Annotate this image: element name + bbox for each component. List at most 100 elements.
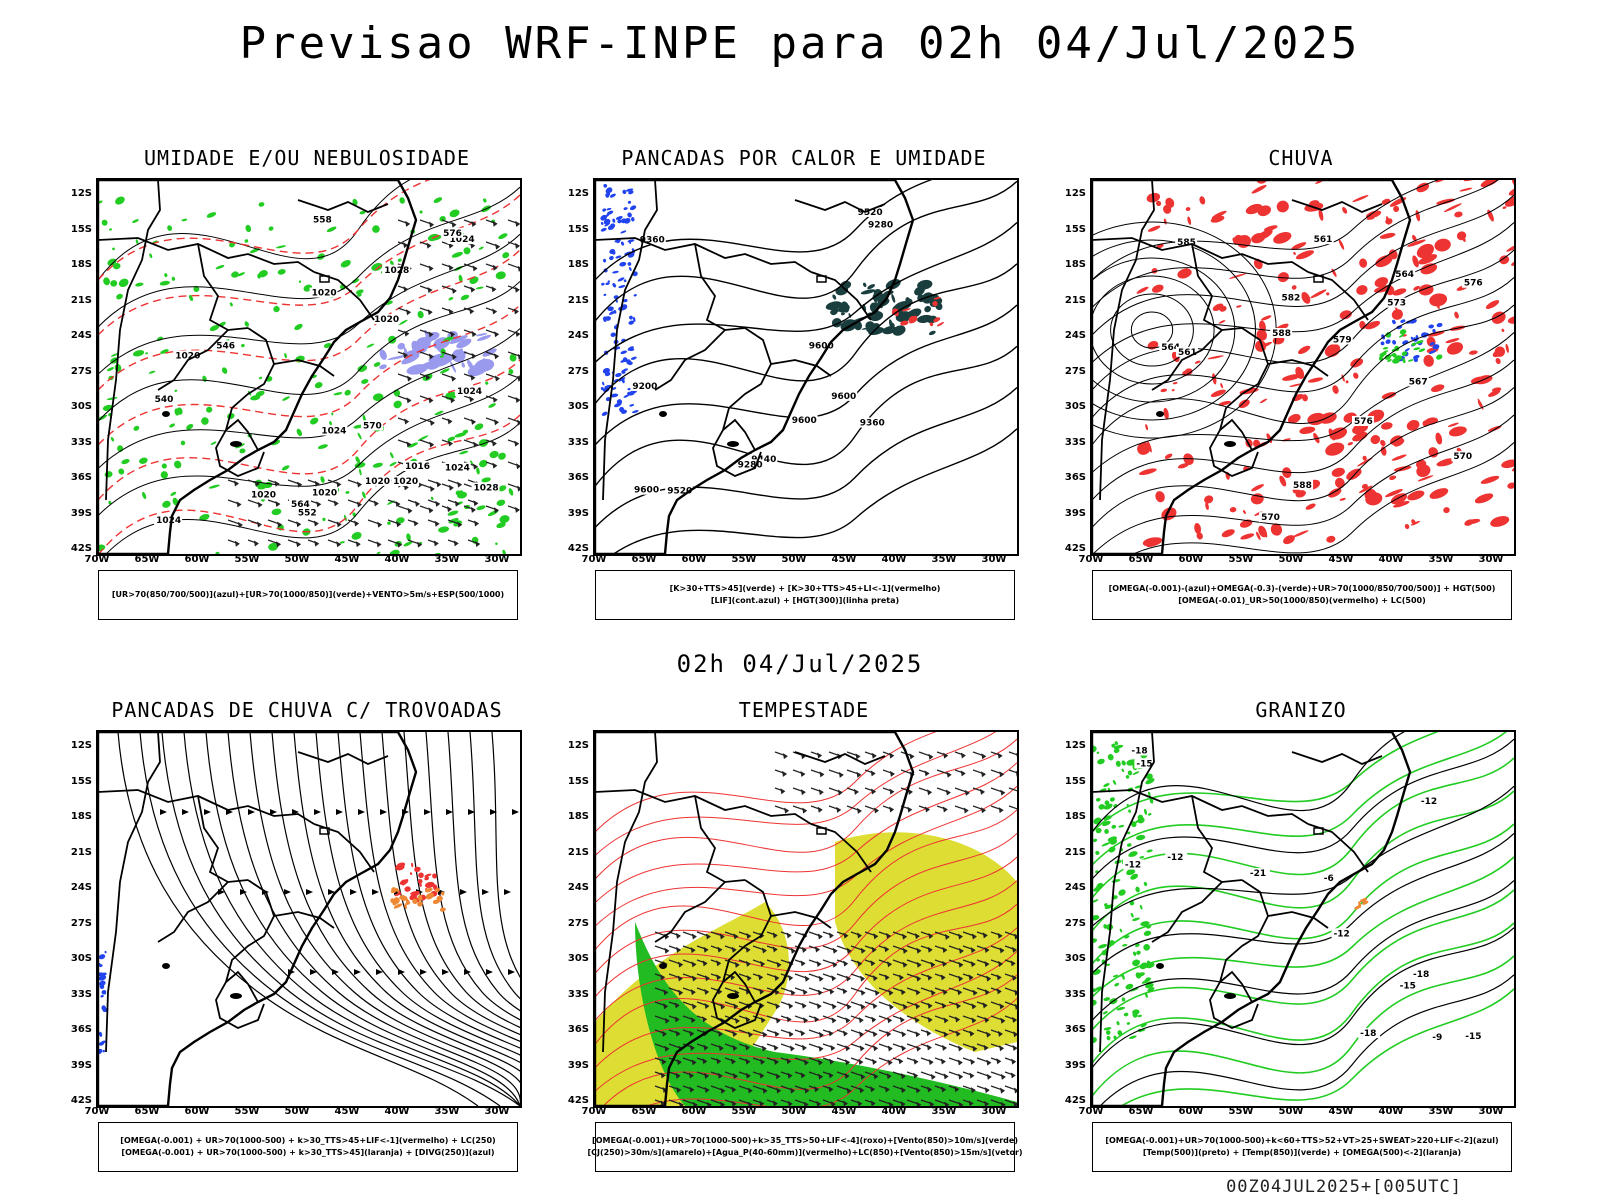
latitude-tick-label: 12S — [70, 740, 92, 751]
longitude-tick-label: 30W — [981, 1106, 1007, 1117]
legend-line: [Temp(500)](preto) + [Temp(850)](verde) … — [1142, 1148, 1462, 1157]
legend-line: [CJ(250)>30m/s](amarelo)+[Agua_P(40-60mm… — [587, 1148, 1023, 1157]
legend-line: [OMEGA(-0.001)-(azul)+OMEGA(-0.3)-(verde… — [1108, 584, 1496, 593]
longitude-tick-label: 40W — [384, 1106, 410, 1117]
mid-level-humidity-area — [379, 329, 497, 377]
map-canvas-umidade: 1016102010201020102410241024102810281024… — [98, 180, 520, 554]
contour-label: 1020 — [251, 490, 276, 500]
legend-umidade: [UR>70(850/700/500)](azul)+[UR>70(1000/8… — [98, 570, 518, 620]
contour-label: -15 — [1136, 759, 1152, 769]
latitude-tick-label: 33S — [70, 988, 92, 1000]
latitude-tick-label: 24S — [567, 882, 589, 893]
latitude-tick-label: 42S — [567, 1095, 589, 1106]
latitude-tick-label: 39S — [70, 507, 92, 519]
contour-label: 9440 — [751, 455, 776, 465]
longitude-tick-label: 65W — [631, 1106, 657, 1117]
longitude-tick-label: 45W — [334, 1106, 360, 1117]
latitude-tick-label: 36S — [70, 1024, 92, 1035]
legend-tempestade: [OMEGA(-0.001)+UR>70(1000-500)+k>35_TTS>… — [587, 1122, 1023, 1172]
latitude-tick-label: 18S — [567, 259, 589, 270]
longitude-tick-label: 35W — [931, 554, 957, 565]
contour-label: 9200 — [632, 382, 657, 392]
contour-label: 9520 — [858, 208, 883, 218]
longitude-tick-label: 45W — [831, 554, 857, 565]
longitude-tick-label: 40W — [1378, 554, 1404, 565]
map-pancadas-calor: 9600 9600 9600 9520 9360 9280 9200 9440 9360 9280… — [593, 178, 1019, 556]
latitude-tick-label: 18S — [1064, 259, 1086, 270]
latitude-tick-label: 15S — [567, 775, 589, 787]
panel-title-pancadas-calor: PANCADAS POR CALOR E UMIDADE — [621, 146, 987, 170]
contour-label: 576 — [1354, 417, 1373, 427]
latitude-tick-label: 36S — [567, 472, 589, 483]
legend-line: [UR>70(850/700/500)](azul)+[UR>70(1000/8… — [111, 590, 505, 599]
longitude-tick-label: 45W — [334, 554, 360, 565]
latitude-tick-label: 27S — [70, 917, 92, 929]
panel-title-tempestade: TEMPESTADE — [738, 698, 870, 722]
latitude-tick-label: 39S — [567, 507, 589, 519]
latitude-tick-label: 33S — [1064, 436, 1086, 448]
contour-label: 1020 — [175, 351, 200, 361]
longitude-tick-label: 40W — [881, 554, 907, 565]
contour-label: 576 — [1464, 279, 1483, 289]
omega-blue-area — [1380, 318, 1443, 363]
legend-pancadas-calor: [K>30+TTS>45](verde) + [K>30+TTS>45+LI<-… — [595, 570, 1015, 620]
latitude-tick-label: 33S — [567, 988, 589, 1000]
latitude-tick-label: 21S — [567, 294, 589, 306]
contour-label: -18 — [1413, 970, 1429, 980]
contour-label: 1024 — [321, 427, 346, 437]
contour-label: 1028 — [384, 266, 409, 276]
contour-label: 9600 — [792, 416, 817, 426]
contour-label: 9280 — [868, 221, 893, 231]
longitude-tick-label: 60W — [184, 1106, 210, 1117]
longitude-tick-label: 30W — [1478, 1106, 1504, 1117]
latitude-tick-label: 39S — [567, 1059, 589, 1071]
map-tempestade — [593, 730, 1019, 1108]
map-granizo: -12 -12 -15 -18 -21 -6 -9 -12 -15 -18 -12 -15 -18 — [1090, 730, 1516, 1108]
latitude-tick-label: 12S — [70, 188, 92, 199]
contour-label: 9520 — [667, 486, 692, 496]
contour-label: -15 — [1400, 982, 1416, 992]
longitude-tick-label: 60W — [184, 554, 210, 565]
longitude-tick-label: 40W — [1378, 1106, 1404, 1117]
latitude-tick-label: 39S — [1064, 1059, 1086, 1071]
latitude-tick-label: 36S — [70, 472, 92, 483]
contour-label: 1028 — [474, 483, 499, 493]
latitude-tick-label: 24S — [1064, 330, 1086, 341]
longitude-tick-label: 55W — [234, 1106, 260, 1117]
forecast-time-label: 02h 04/Jul/2025 — [676, 650, 924, 678]
legend-line: [OMEGA(-0.01)_UR>50(1000/850)(vermelho) … — [1178, 596, 1426, 605]
contour-label: 582 — [1282, 294, 1301, 304]
longitude-tick-label: 70W — [581, 1106, 607, 1117]
longitude-tick-label: 55W — [731, 554, 757, 565]
latitude-tick-label: 30S — [567, 401, 589, 412]
legend-line: [K>30+TTS>45](verde) + [K>30+TTS>45+LI<-… — [669, 584, 941, 593]
contour-label: 570 — [1261, 513, 1280, 523]
latitude-tick-label: 27S — [1064, 365, 1086, 377]
contour-label: 567 — [1409, 377, 1428, 387]
geopotential-low-rings — [1092, 221, 1277, 439]
legend-line: [LIF](cont.azul) + [HGT(300)](linha pret… — [710, 596, 900, 605]
longitude-tick-label: 45W — [831, 1106, 857, 1117]
panel-title-granizo: GRANIZO — [1255, 698, 1347, 722]
contour-label: 9600 — [634, 486, 659, 496]
latitude-tick-label: 42S — [70, 543, 92, 554]
map-umidade: 1016 1020 1020 1020 1024 1024 1024 1028 1028 1024… — [96, 178, 522, 556]
contour-label: -15 — [1465, 1032, 1481, 1042]
longitude-tick-label: 50W — [1278, 1106, 1304, 1117]
latitude-tick-label: 30S — [1064, 953, 1086, 964]
jet-stream-area — [835, 832, 1017, 1052]
contour-label: 564 — [291, 500, 310, 510]
longitude-tick-label: 65W — [1128, 554, 1154, 565]
latitude-tick-label: 18S — [567, 811, 589, 822]
latitude-tick-label: 42S — [1064, 1095, 1086, 1106]
contour-label: 561 — [1314, 235, 1333, 245]
map-canvas-pancadas-trovoadas — [98, 732, 520, 1106]
latitude-tick-label: 39S — [1064, 507, 1086, 519]
map-chuva: 588 585 588 576 570 567 564 561 582 579 576 573 570 5… — [1090, 178, 1516, 556]
longitude-tick-label: 35W — [931, 1106, 957, 1117]
latitude-tick-label: 36S — [1064, 1024, 1086, 1035]
page-title: Previsao WRF-INPE para 02h 04/Jul/2025 — [239, 18, 1361, 69]
contour-label: 561 — [1178, 348, 1197, 358]
longitude-tick-label: 55W — [1228, 1106, 1254, 1117]
latitude-tick-label: 24S — [1064, 882, 1086, 893]
